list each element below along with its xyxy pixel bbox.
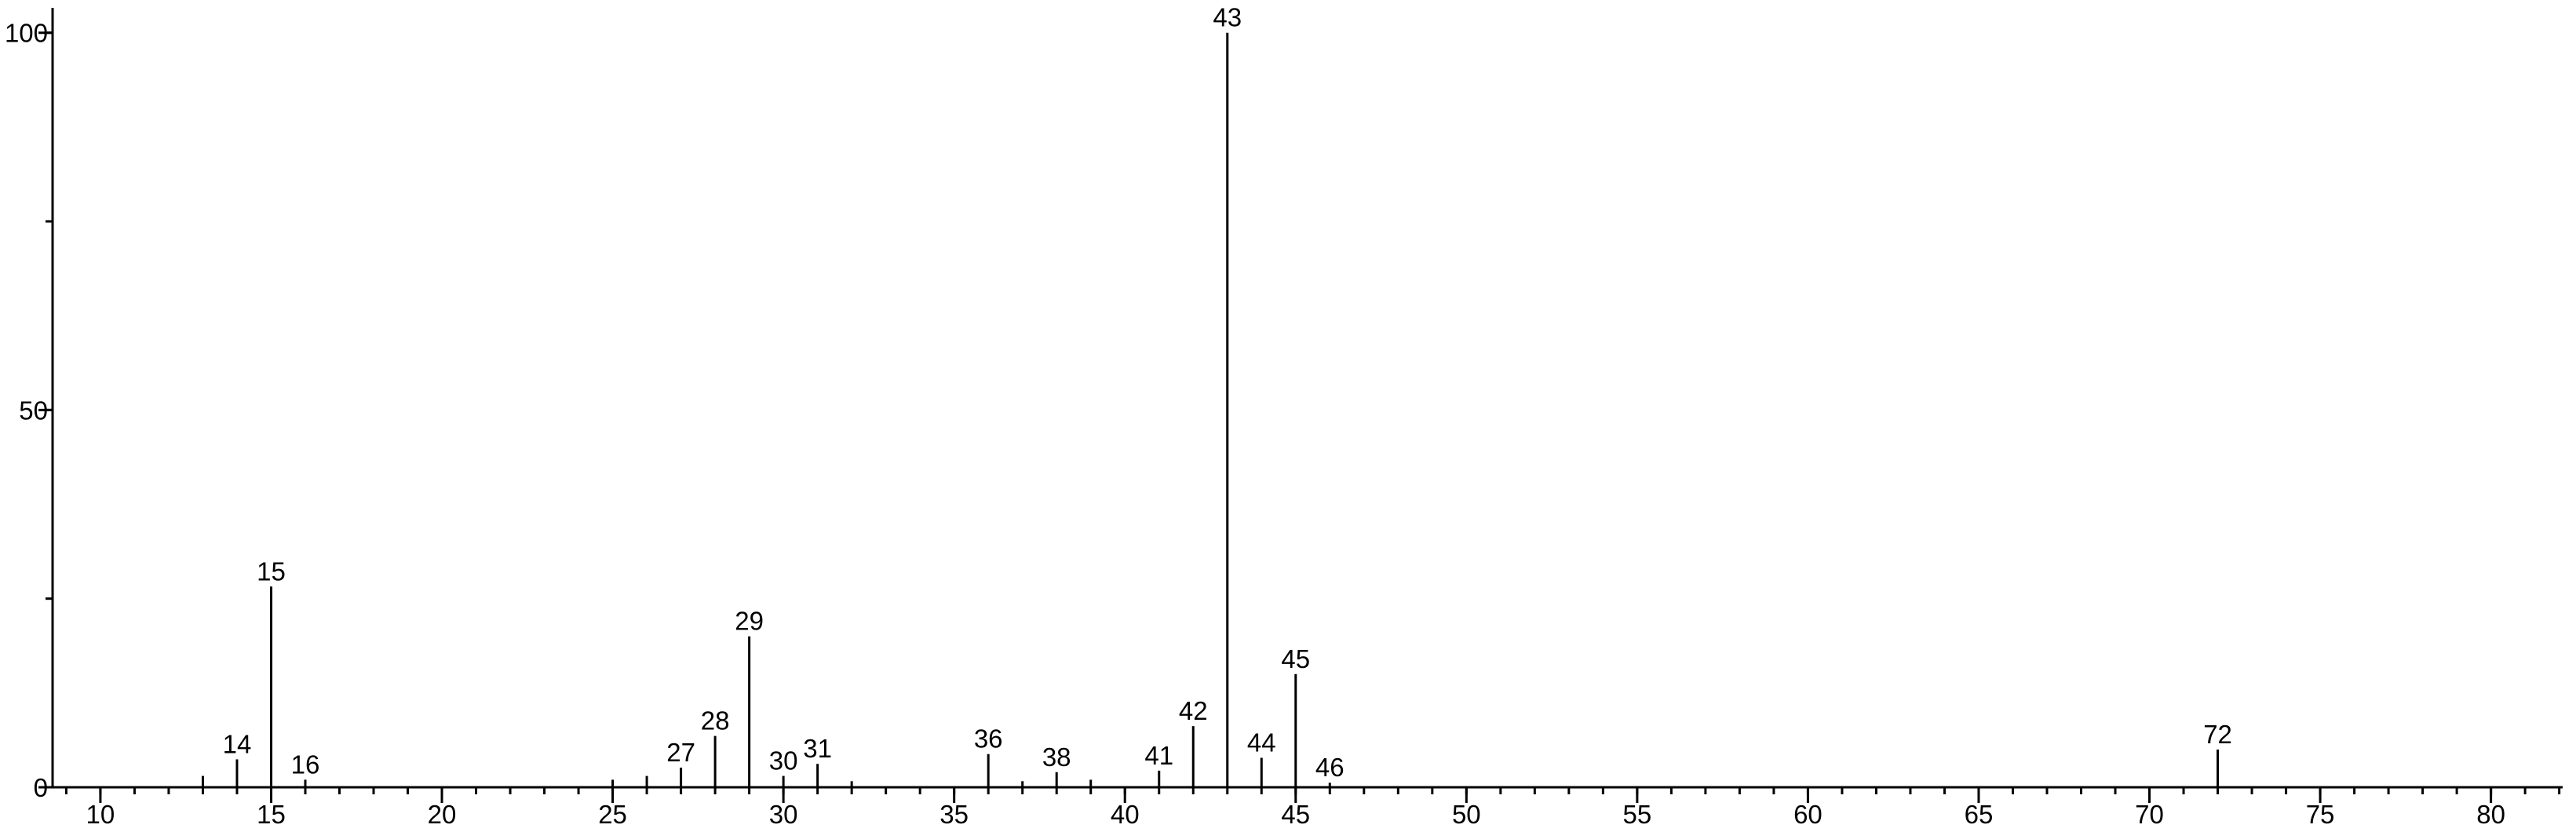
x-tick-label: 50 (1452, 800, 1481, 829)
x-tick-label: 40 (1111, 800, 1140, 829)
peak-label: 72 (2203, 720, 2232, 749)
peak-label: 27 (666, 738, 695, 767)
x-tick-label: 20 (428, 800, 457, 829)
peak-label: 15 (257, 556, 286, 586)
y-tick-label: 50 (19, 396, 48, 425)
x-tick-label: 65 (1965, 800, 1994, 829)
x-tick-label: 60 (1793, 800, 1823, 829)
x-tick-label: 75 (2306, 800, 2335, 829)
peak-label: 41 (1144, 741, 1173, 770)
peak-label: 42 (1179, 696, 1208, 725)
peak-label: 38 (1042, 743, 1071, 772)
peak-label: 43 (1213, 3, 1242, 32)
x-tick-label: 80 (2476, 800, 2505, 829)
peak-label: 36 (974, 724, 1003, 754)
y-tick-label: 0 (34, 773, 48, 802)
peak-label: 30 (769, 746, 798, 775)
peak-label: 28 (701, 706, 730, 735)
peak-label: 44 (1247, 728, 1276, 757)
x-tick-label: 10 (86, 800, 115, 829)
peak-label: 45 (1281, 644, 1310, 673)
peak-label: 31 (803, 734, 832, 763)
peak-label: 16 (291, 750, 320, 779)
peak-label: 46 (1315, 753, 1345, 782)
x-tick-label: 25 (598, 800, 627, 829)
y-tick-label: 100 (5, 19, 48, 48)
x-tick-label: 70 (2135, 800, 2164, 829)
x-tick-label: 55 (1623, 800, 1652, 829)
x-tick-label: 45 (1281, 800, 1310, 829)
x-tick-label: 35 (940, 800, 969, 829)
peak-label: 29 (735, 607, 764, 636)
x-tick-label: 15 (257, 800, 286, 829)
peak-label: 14 (223, 729, 252, 758)
x-tick-label: 30 (769, 800, 798, 829)
